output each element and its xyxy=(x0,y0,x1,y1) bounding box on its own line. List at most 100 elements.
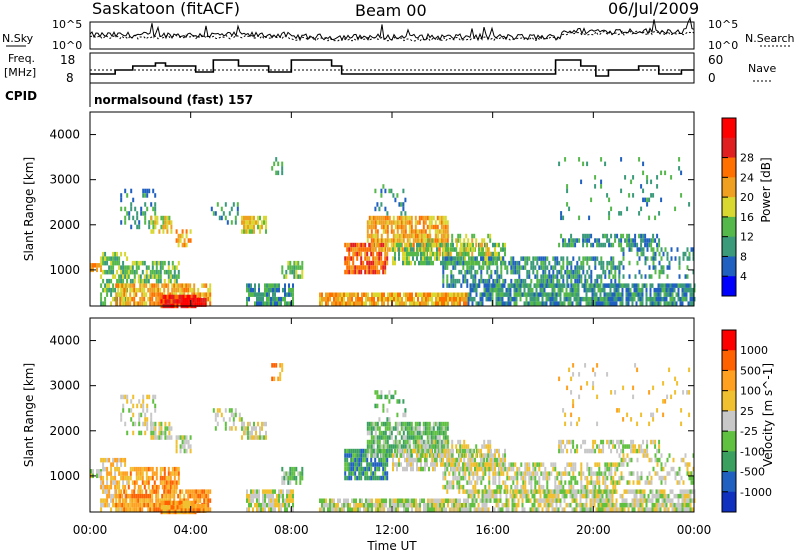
heatmap-cell xyxy=(483,489,486,494)
heatmap-cell xyxy=(280,489,282,494)
heatmap-cell xyxy=(232,417,235,422)
heatmap-cell xyxy=(383,297,385,302)
heatmap-cell xyxy=(137,265,140,270)
heatmap-cell xyxy=(358,269,361,275)
heatmap-cell xyxy=(352,260,355,266)
heatmap-cell xyxy=(382,265,385,270)
heatmap-cell xyxy=(562,260,565,266)
heatmap-cell xyxy=(262,498,264,503)
heatmap-cell xyxy=(438,453,440,458)
heatmap-cell xyxy=(152,430,155,436)
heatmap-cell xyxy=(270,287,272,293)
heatmap-cell xyxy=(591,301,594,306)
heatmap-cell xyxy=(586,233,589,239)
heatmap-cell xyxy=(519,292,522,297)
heatmap-cell xyxy=(533,502,536,508)
heatmap-cell xyxy=(481,247,484,252)
heatmap-cell xyxy=(434,457,436,463)
heatmap-cell xyxy=(467,498,469,503)
heatmap-cell xyxy=(409,297,411,302)
heatmap-cell xyxy=(374,242,377,248)
heatmap-cell xyxy=(475,507,478,512)
heatmap-cell xyxy=(207,507,210,512)
heatmap-cell xyxy=(280,507,282,512)
heatmap-cell xyxy=(616,480,619,485)
heatmap-cell xyxy=(276,296,278,302)
heatmap-cell xyxy=(299,265,302,270)
heatmap-cell xyxy=(171,480,174,485)
heatmap-cell xyxy=(585,283,588,288)
heatmap-cell xyxy=(422,466,424,472)
heatmap-cell xyxy=(566,471,569,476)
heatmap-cell xyxy=(390,453,393,458)
heatmap-cell xyxy=(586,480,589,485)
heatmap-cell xyxy=(151,260,154,266)
heatmap-cell xyxy=(430,430,433,436)
heatmap-cell xyxy=(638,256,641,261)
heatmap-cell xyxy=(254,489,256,494)
heatmap-cell xyxy=(106,278,109,284)
heatmap-cell xyxy=(263,421,265,427)
heatmap-cell xyxy=(396,462,398,467)
heatmap-cell xyxy=(143,480,146,485)
heatmap-cell xyxy=(607,292,610,297)
heatmap-cell xyxy=(452,484,455,490)
heatmap-cell xyxy=(321,503,323,508)
heatmap-cell xyxy=(513,292,516,297)
heatmap-cell xyxy=(409,301,411,306)
heatmap-cell xyxy=(483,292,486,297)
heatmap-cell xyxy=(450,462,453,467)
heatmap-cell xyxy=(582,471,585,476)
heatmap-cell xyxy=(133,278,136,284)
heatmap-cell xyxy=(489,238,492,243)
colorbar-swatch xyxy=(722,256,736,277)
heatmap-cell xyxy=(264,283,266,288)
heatmap-cell xyxy=(344,269,347,275)
heatmap-cell xyxy=(688,202,691,207)
heatmap-cell xyxy=(498,278,501,284)
heatmap-cell xyxy=(358,471,361,476)
heatmap-cell xyxy=(604,274,607,279)
heatmap-cell xyxy=(467,507,470,512)
heatmap-cell xyxy=(461,297,463,302)
heatmap-cell xyxy=(546,475,549,481)
heatmap-cell xyxy=(546,484,549,490)
heatmap-cell xyxy=(572,484,575,490)
heatmap-cell xyxy=(366,233,369,239)
heatmap-cell xyxy=(139,466,142,472)
heatmap-cell xyxy=(426,430,429,436)
heatmap-cell xyxy=(608,238,611,243)
heatmap-cell xyxy=(532,471,535,476)
heatmap-cell xyxy=(617,283,620,288)
heatmap-cell xyxy=(460,256,462,261)
heatmap-cell xyxy=(380,435,383,440)
heatmap-cell xyxy=(428,220,431,225)
heatmap-cell xyxy=(575,296,578,302)
heatmap-cell xyxy=(347,297,349,302)
heatmap-cell xyxy=(432,426,435,431)
heatmap-cell xyxy=(463,292,465,297)
heatmap-cell xyxy=(438,430,441,436)
heatmap-cell xyxy=(362,247,365,252)
heatmap-cell xyxy=(185,283,188,288)
heatmap-cell xyxy=(163,493,166,499)
heatmap-cell xyxy=(416,229,419,234)
heatmap-cell xyxy=(265,224,267,230)
heatmap-cell xyxy=(511,493,514,499)
heatmap-cell xyxy=(143,466,146,472)
heatmap-cell xyxy=(261,220,263,225)
heatmap-cell xyxy=(191,287,194,293)
heatmap-cell xyxy=(494,269,497,275)
heatmap-cell xyxy=(150,215,153,221)
heatmap-cell xyxy=(463,457,466,463)
heatmap-cell xyxy=(590,278,593,284)
heatmap-cell xyxy=(122,394,125,400)
heatmap-cell xyxy=(438,435,441,440)
heatmap-cell xyxy=(386,435,389,440)
heatmap-cell xyxy=(159,498,162,503)
heatmap-cell xyxy=(147,466,150,472)
heatmap-cell xyxy=(209,296,212,302)
heatmap-cell xyxy=(512,260,515,266)
heatmap-cell xyxy=(360,475,363,481)
heatmap-cell xyxy=(627,296,630,302)
